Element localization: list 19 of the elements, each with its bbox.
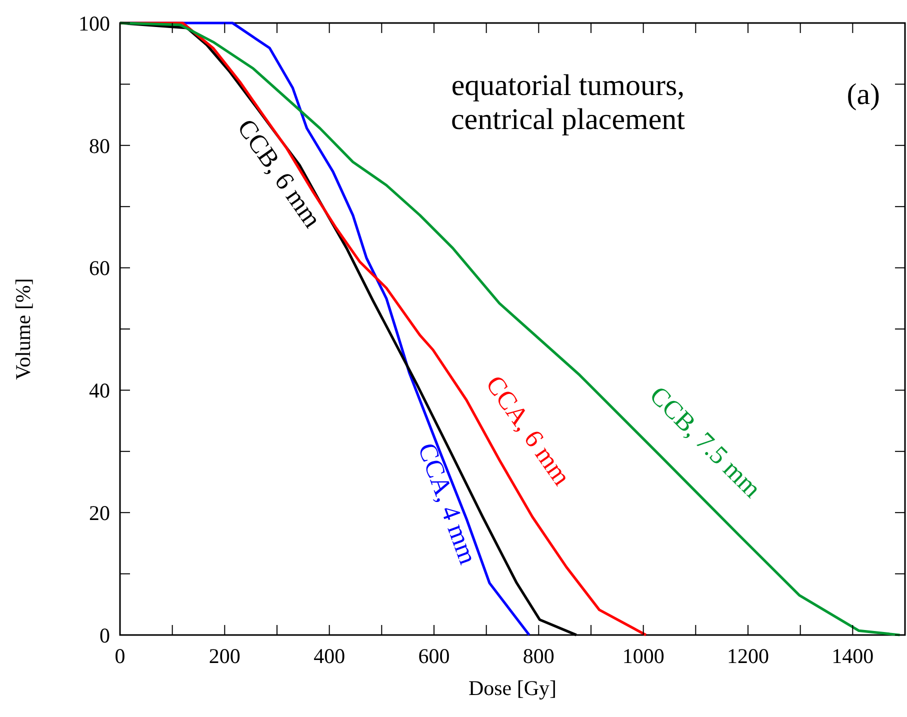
x-tick-label: 1200 bbox=[727, 644, 769, 668]
y-axis-title: Volume [%] bbox=[11, 278, 35, 380]
x-tick-label: 200 bbox=[208, 644, 240, 668]
y-tick-label: 60 bbox=[89, 256, 110, 280]
x-tick-label: 600 bbox=[418, 644, 450, 668]
x-axis-title: Dose [Gy] bbox=[468, 676, 557, 700]
y-tick-label: 100 bbox=[78, 11, 110, 36]
x-tick-label: 400 bbox=[314, 644, 346, 668]
annotation: equatorial tumours, centrical placement bbox=[450, 69, 686, 136]
x-tick-label: 800 bbox=[522, 644, 554, 668]
y-tick-label: 20 bbox=[89, 500, 110, 525]
x-tick-label: 1400 bbox=[832, 644, 874, 668]
y-tick-label: 40 bbox=[89, 378, 110, 403]
annotation: (a) bbox=[846, 78, 880, 111]
y-tick-label: 80 bbox=[89, 134, 110, 158]
text: CCA, 4 mm bbox=[412, 439, 483, 568]
y-tick-label: 0 bbox=[100, 623, 110, 648]
x-tick-label: 0 bbox=[114, 644, 126, 668]
x-tick-label: 1000 bbox=[622, 644, 664, 668]
